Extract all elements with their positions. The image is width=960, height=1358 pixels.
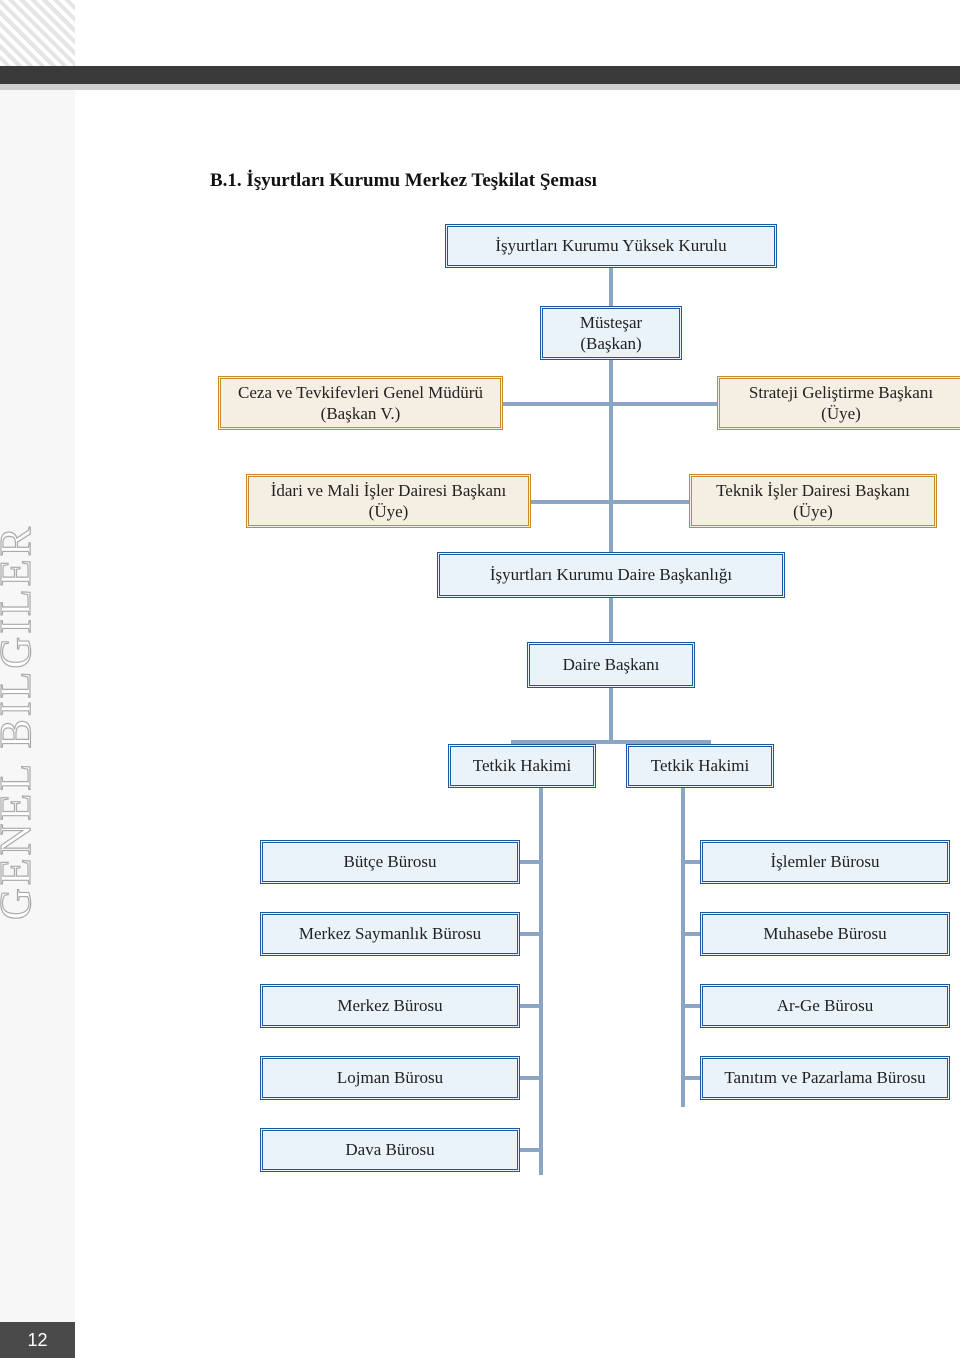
connector	[520, 1148, 542, 1152]
node-bureau-left-0: Bütçe Bürosu	[260, 840, 520, 884]
connector	[681, 785, 685, 1107]
node-mustesar: Müsteşar (Başkan)	[540, 306, 682, 360]
node-label: İşyurtları Kurumu Daire Başkanlığı	[490, 564, 732, 585]
node-ceza: Ceza ve Tevkifevleri Genel Müdürü (Başka…	[218, 376, 503, 430]
node-label: Merkez Saymanlık Bürosu	[299, 923, 481, 944]
connector	[520, 932, 542, 936]
node-sublabel: (Üye)	[793, 501, 833, 522]
node-label: Teknik İşler Dairesi Başkanı	[716, 480, 910, 501]
connector	[531, 500, 691, 504]
connector	[520, 1004, 542, 1008]
node-daire-baskanligi: İşyurtları Kurumu Daire Başkanlığı	[437, 552, 785, 598]
connector	[503, 402, 719, 406]
node-label: Merkez Bürosu	[337, 995, 442, 1016]
node-sublabel: (Başkan)	[580, 333, 641, 354]
node-label: Ceza ve Tevkifevleri Genel Müdürü	[238, 382, 483, 403]
node-label: Müsteşar	[580, 312, 642, 333]
node-label: Tetkik Hakimi	[651, 755, 749, 776]
node-strateji: Strateji Geliştirme Başkanı (Üye)	[717, 376, 960, 430]
node-top: İşyurtları Kurumu Yüksek Kurulu	[445, 224, 777, 268]
node-idari: İdari ve Mali İşler Dairesi Başkanı (Üye…	[246, 474, 531, 528]
connector	[539, 785, 543, 1175]
section-heading: B.1. İşyurtları Kurumu Merkez Teşkilat Ş…	[210, 170, 597, 192]
node-label: Strateji Geliştirme Başkanı	[749, 382, 933, 403]
node-bureau-left-3: Lojman Bürosu	[260, 1056, 520, 1100]
node-tetkik-right: Tetkik Hakimi	[626, 744, 774, 788]
node-bureau-right-0: İşlemler Bürosu	[700, 840, 950, 884]
connector	[609, 268, 613, 306]
org-chart: İşyurtları Kurumu Yüksek Kurulu Müsteşar…	[190, 210, 960, 1210]
node-sublabel: (Üye)	[369, 501, 409, 522]
node-label: Daire Başkanı	[563, 654, 660, 675]
page-number: 12	[0, 1322, 75, 1358]
node-label: Muhasebe Bürosu	[763, 923, 886, 944]
side-section-label: GENEL BİLGİLER	[0, 440, 41, 920]
node-bureau-right-1: Muhasebe Bürosu	[700, 912, 950, 956]
node-label: İşyurtları Kurumu Yüksek Kurulu	[495, 235, 726, 256]
node-label: Dava Bürosu	[345, 1139, 434, 1160]
left-hatch-pattern	[0, 0, 75, 66]
node-teknik: Teknik İşler Dairesi Başkanı (Üye)	[689, 474, 937, 528]
node-bureau-left-2: Merkez Bürosu	[260, 984, 520, 1028]
node-label: Lojman Bürosu	[337, 1067, 443, 1088]
node-sublabel: (Başkan V.)	[321, 403, 401, 424]
node-sublabel: (Üye)	[821, 403, 861, 424]
node-daire-baskani: Daire Başkanı	[527, 642, 695, 688]
node-bureau-left-4: Dava Bürosu	[260, 1128, 520, 1172]
node-label: Tanıtım ve Pazarlama Bürosu	[724, 1067, 925, 1088]
left-light-bar-stub	[0, 84, 75, 90]
node-label: İşlemler Bürosu	[770, 851, 879, 872]
node-bureau-right-2: Ar-Ge Bürosu	[700, 984, 950, 1028]
node-label: Tetkik Hakimi	[473, 755, 571, 776]
top-light-bar	[75, 84, 960, 90]
top-dark-bar	[75, 66, 960, 84]
node-bureau-right-3: Tanıtım ve Pazarlama Bürosu	[700, 1056, 950, 1100]
node-label: İdari ve Mali İşler Dairesi Başkanı	[271, 480, 507, 501]
node-label: Bütçe Bürosu	[343, 851, 436, 872]
node-label: Ar-Ge Bürosu	[777, 995, 873, 1016]
connector	[520, 860, 542, 864]
connector	[609, 360, 613, 552]
connector	[520, 1076, 542, 1080]
node-tetkik-left: Tetkik Hakimi	[448, 744, 596, 788]
left-dark-bar-stub	[0, 66, 75, 84]
node-bureau-left-1: Merkez Saymanlık Bürosu	[260, 912, 520, 956]
page-body: B.1. İşyurtları Kurumu Merkez Teşkilat Ş…	[75, 0, 960, 1358]
connector	[609, 688, 613, 742]
connector	[609, 598, 613, 642]
